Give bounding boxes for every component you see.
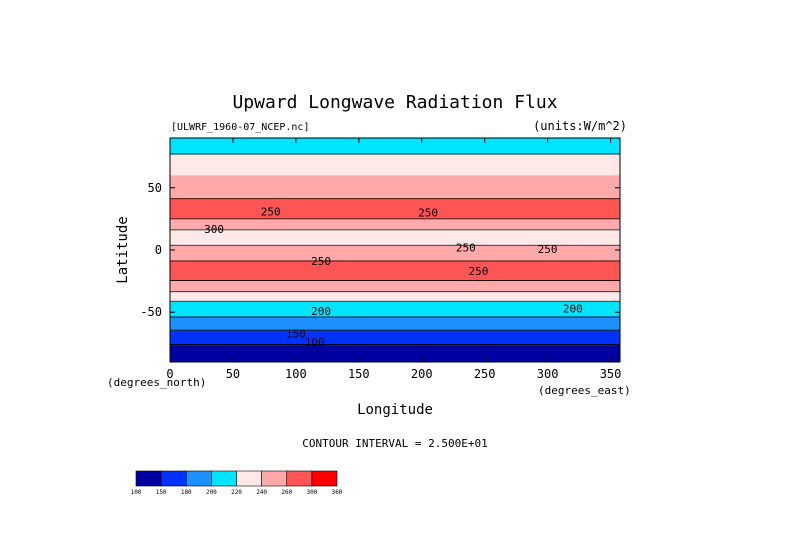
contour-label: 200 (563, 302, 583, 315)
colorbar-label: 260 (281, 489, 292, 496)
x-tick-label: 150 (348, 367, 370, 381)
colorbar-label: 200 (206, 489, 217, 496)
colorbar-swatch (186, 471, 211, 486)
colorbar-swatch (136, 471, 161, 486)
contour-label: 200 (311, 305, 331, 318)
colorbar-label: 150 (156, 489, 167, 496)
x-axis-title: Longitude (357, 402, 433, 418)
y-unit-label: (degrees_north) (107, 376, 206, 389)
contour-label: 250 (468, 265, 488, 278)
colorbar-label: 220 (231, 489, 242, 496)
contour-label: 250 (418, 207, 438, 220)
y-tick-label: 50 (148, 181, 162, 195)
x-tick-label: 250 (474, 367, 496, 381)
units-label: (units:W/m^2) (533, 119, 627, 133)
colorbar-label: 180 (181, 489, 192, 496)
colorbar-swatch (312, 471, 337, 486)
x-tick-label: 100 (285, 367, 307, 381)
y-tick-label: -50 (140, 305, 162, 319)
colorbar-label: 360 (332, 489, 343, 496)
x-tick-label: 300 (537, 367, 559, 381)
colorbar: 100 150 180 200 220 240 260 300 360 (131, 471, 343, 496)
y-axis-title: Latitude (115, 216, 131, 283)
contour-label: 250 (456, 242, 476, 255)
chart-root: Upward Longwave Radiation Flux [ULWRF_19… (0, 0, 789, 558)
x-tick-label: 50 (226, 367, 240, 381)
colorbar-swatch (262, 471, 287, 486)
colorbar-swatch (161, 471, 186, 486)
contour-label: 100 (305, 336, 325, 349)
colorbar-swatch (287, 471, 312, 486)
chart-title: Upward Longwave Radiation Flux (232, 92, 557, 113)
colorbar-label: 240 (256, 489, 267, 496)
y-tick-label: 0 (155, 243, 162, 257)
contour-label: 250 (261, 205, 281, 218)
x-tick-label: 350 (600, 367, 622, 381)
contour-label: 250 (538, 243, 558, 256)
x-unit-label: (degrees_east) (538, 384, 631, 397)
contour-label: 150 (286, 327, 306, 340)
colorbar-swatch (237, 471, 262, 486)
colorbar-swatch (211, 471, 236, 486)
contour-label: 250 (311, 255, 331, 268)
x-tick-label: 200 (411, 367, 433, 381)
contour-interval-label: CONTOUR INTERVAL = 2.500E+01 (302, 437, 487, 450)
file-label: [ULWRF_1960-07_NCEP.nc] (171, 122, 309, 133)
colorbar-label: 100 (131, 489, 142, 496)
contour-label: 300 (204, 223, 224, 236)
colorbar-label: 300 (306, 489, 317, 496)
